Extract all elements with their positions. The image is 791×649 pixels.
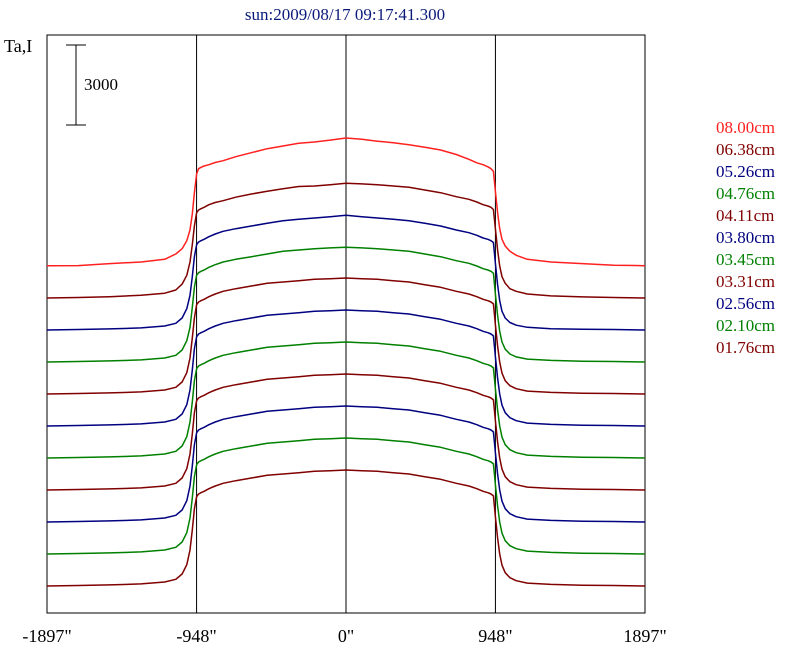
series-line (46, 246, 646, 363)
legend-item: 03.45cm (716, 250, 775, 269)
chart-title: sun:2009/08/17 09:17:41.300 (245, 5, 445, 24)
series-line (46, 341, 646, 459)
x-tick-label: 948" (478, 626, 512, 646)
series-line (46, 437, 646, 555)
legend-item: 08.00cm (716, 118, 775, 137)
y-axis-label: Ta,I (4, 36, 32, 56)
series-line (46, 182, 646, 299)
legend-item: 03.31cm (716, 272, 775, 291)
series-line (46, 137, 646, 267)
reference-lines (196, 35, 496, 613)
series-line (46, 277, 646, 395)
legend-item: 06.38cm (716, 140, 775, 159)
series-line (46, 309, 646, 427)
scale-bar: 3000 (66, 44, 118, 126)
series-line (46, 405, 646, 523)
series-line (46, 373, 646, 491)
x-tick-label: 1897" (623, 626, 666, 646)
legend-item: 02.56cm (716, 294, 775, 313)
series-line (46, 469, 646, 587)
legend-item: 04.11cm (716, 206, 774, 225)
x-tick-label: -948" (176, 626, 216, 646)
legend-item: 05.26cm (716, 162, 775, 181)
legend-item: 02.10cm (716, 316, 775, 335)
series-line (46, 214, 646, 331)
legend: 08.00cm 06.38cm 05.26cm 04.76cm 04.11cm 03.80… (716, 118, 775, 357)
x-tick-label: -1897" (22, 626, 71, 646)
x-tick-labels: -1897" -948" 0" 948" 1897" (22, 626, 666, 646)
x-tick-label: 0" (338, 626, 354, 646)
scale-bar-label: 3000 (84, 75, 118, 94)
series-lines (46, 137, 646, 587)
legend-item: 03.80cm (716, 228, 775, 247)
legend-item: 01.76cm (716, 338, 775, 357)
legend-item: 04.76cm (716, 184, 775, 203)
